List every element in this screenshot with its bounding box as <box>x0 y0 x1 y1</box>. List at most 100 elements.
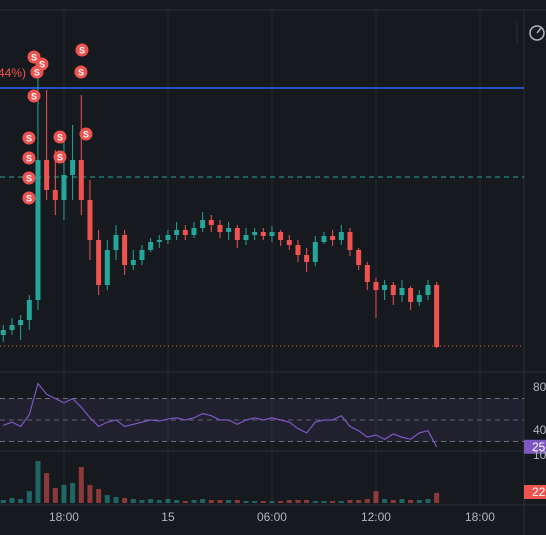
volume-bar <box>330 501 336 503</box>
volume-bar <box>122 498 128 503</box>
volume-bar <box>338 501 344 503</box>
volume-bar <box>156 500 162 503</box>
candle-body <box>191 228 197 235</box>
candle-body <box>182 230 188 235</box>
volume-bar <box>434 493 440 503</box>
scale-label: 10 <box>533 448 546 462</box>
candle-body <box>295 245 301 255</box>
volume-bar <box>26 491 32 503</box>
sell-marker: S <box>75 43 89 57</box>
volume-bar <box>260 501 266 503</box>
volume-bar <box>382 499 388 503</box>
volume-bar <box>191 500 197 503</box>
volume-bar <box>304 500 310 503</box>
candle-body <box>312 242 318 262</box>
sell-marker: S <box>53 130 67 144</box>
sell-marker: S <box>74 65 88 79</box>
volume-bar <box>182 501 188 503</box>
volume-bar <box>356 500 362 503</box>
sell-marker: S <box>22 191 36 205</box>
x-tick-label: 18:00 <box>49 510 79 524</box>
marker-dot <box>22 131 36 145</box>
y-tick-label: 80 <box>533 380 546 394</box>
annotation: 44%) <box>0 66 26 80</box>
marker-label: S <box>26 153 32 163</box>
sell-marker: S <box>30 65 44 79</box>
x-tick-label: 12:00 <box>361 510 391 524</box>
volume-badge <box>524 485 546 499</box>
marker-label: S <box>79 45 85 55</box>
candle-body <box>113 235 119 250</box>
volume-bar <box>104 495 110 503</box>
marker-label: S <box>83 129 89 139</box>
candle-body <box>278 232 284 240</box>
volume-bar <box>425 499 431 503</box>
volume-bar <box>321 501 327 503</box>
volume-bar <box>9 498 15 503</box>
volume-bar <box>130 499 136 503</box>
marker-label: S <box>26 133 32 143</box>
volume-bar <box>208 500 214 503</box>
volume-bar <box>243 501 249 503</box>
x-tick-label: 18:00 <box>465 510 495 524</box>
candle-body <box>399 288 405 295</box>
volume-bar <box>408 500 414 503</box>
value-badge-label: 25 <box>532 440 546 454</box>
marker-label: S <box>31 52 37 62</box>
x-tick-label: 15 <box>161 510 175 524</box>
volume-bar <box>295 500 301 503</box>
settings-icon[interactable] <box>529 25 545 41</box>
candle-body <box>269 232 275 236</box>
candle-body <box>286 240 292 245</box>
candle-body <box>104 250 110 285</box>
candle-body <box>330 236 336 240</box>
value-badge <box>524 439 546 454</box>
candle-body <box>148 242 154 250</box>
candle-body <box>9 325 15 330</box>
volume-bar <box>373 491 379 503</box>
candle-body <box>96 240 102 285</box>
candle-body <box>156 240 162 242</box>
candle-body <box>321 236 327 242</box>
sell-marker: S <box>22 171 36 185</box>
candle-body <box>434 285 440 347</box>
candle-body <box>70 160 76 175</box>
x-tick-label: 06:00 <box>257 510 287 524</box>
volume-bar <box>113 497 119 503</box>
volume-bar <box>18 499 24 503</box>
candle-body <box>356 250 362 265</box>
icon-hand <box>536 27 542 34</box>
volume-bar <box>0 500 6 503</box>
volume-bar <box>200 499 206 503</box>
sell-marker: S <box>53 150 67 164</box>
volume-bar <box>252 501 258 503</box>
marker-dot <box>53 130 67 144</box>
candle-body <box>338 232 344 240</box>
volume-bar <box>61 485 67 503</box>
candle-body <box>217 225 223 232</box>
candle-body <box>130 260 136 265</box>
volume-bar <box>364 499 370 503</box>
candle-body <box>408 288 414 302</box>
marker-dot <box>74 65 88 79</box>
candle-body <box>200 220 206 228</box>
candle-body <box>234 228 240 240</box>
marker-label: S <box>34 67 40 77</box>
volume-bar <box>286 500 292 503</box>
volume-bar <box>139 500 145 503</box>
sell-marker: S <box>27 89 41 103</box>
marker-dot <box>75 43 89 57</box>
volume-bar <box>399 499 405 503</box>
marker-dot <box>30 65 44 79</box>
candle-body <box>252 232 258 235</box>
marker-dot <box>53 150 67 164</box>
marker-dot <box>79 127 93 141</box>
volume-bar <box>148 499 154 503</box>
marker-label: S <box>26 173 32 183</box>
candle-body <box>174 230 180 235</box>
candle-body <box>226 228 232 232</box>
volume-bar <box>96 489 102 503</box>
sell-marker: S <box>22 131 36 145</box>
